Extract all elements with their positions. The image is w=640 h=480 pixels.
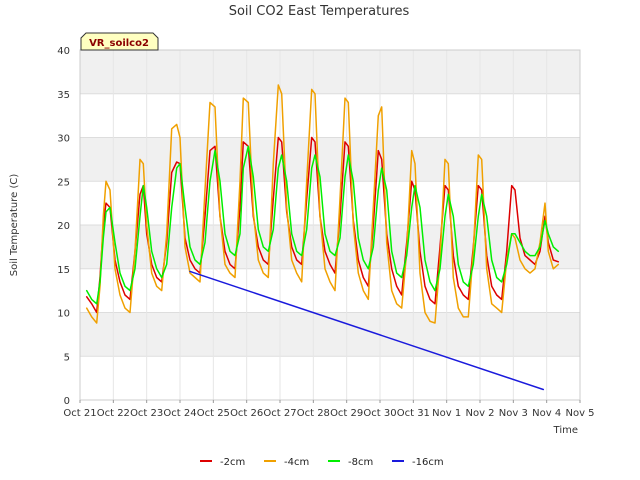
x-tick-label: Nov 2 — [465, 408, 494, 419]
x-tick-label: Oct 25 — [197, 408, 230, 419]
y-tick-label: 10 — [57, 309, 70, 320]
site-badge-label: VR_soilco2 — [89, 38, 149, 49]
x-tick-label: Nov 3 — [499, 408, 528, 419]
y-axis-ticks: 0 5 10 15 20 25 30 35 40 — [57, 46, 70, 407]
x-axis-title: Time — [553, 425, 578, 436]
x-tick-label: Oct 21 — [63, 408, 96, 419]
x-tick-label: Oct 29 — [330, 408, 363, 419]
y-tick-label: 35 — [57, 90, 70, 101]
series-line-4cm — [85, 84, 560, 324]
y-tick-label: 15 — [57, 265, 70, 276]
x-tick-label: Oct 27 — [263, 408, 296, 419]
x-tick-label: Oct 22 — [97, 408, 130, 419]
legend-label: -16cm — [412, 457, 444, 468]
x-tick-label: Oct 28 — [297, 408, 330, 419]
y-tick-label: 0 — [64, 396, 70, 407]
plot-band — [80, 225, 580, 269]
plot-frame — [79, 49, 581, 401]
plot-band — [80, 312, 580, 357]
x-tick-label: Nov 4 — [532, 408, 561, 419]
series-line-16cm — [189, 270, 545, 391]
legend: -2cm -4cm -8cm -16cm — [200, 457, 444, 468]
x-tick-label: Oct 23 — [130, 408, 163, 419]
legend-label: -2cm — [220, 457, 245, 468]
y-axis-title: Soil Temperature (C) — [9, 174, 20, 277]
series-lines — [85, 84, 560, 391]
chart-title: Soil CO2 East Temperatures — [229, 4, 410, 19]
x-tick-label: Nov 5 — [565, 408, 594, 419]
y-tick-label: 5 — [64, 352, 70, 363]
x-tick-label: Oct 24 — [163, 408, 196, 419]
x-tick-label: Oct 31 — [397, 408, 430, 419]
y-tick-label: 30 — [57, 134, 70, 145]
x-tick-label: Nov 1 — [432, 408, 461, 419]
y-tick-label: 25 — [57, 177, 70, 188]
legend-label: -4cm — [284, 457, 309, 468]
y-tick-label: 20 — [57, 221, 70, 232]
y-tick-label: 40 — [57, 46, 70, 57]
x-tick-label: Oct 26 — [230, 408, 263, 419]
series-line-8cm — [85, 145, 560, 305]
plot-band — [80, 50, 580, 94]
site-badge: VR_soilco2 — [80, 32, 159, 51]
plot-background-bands — [80, 50, 580, 357]
legend-label: -8cm — [348, 457, 373, 468]
x-axis-ticks: Oct 21 Oct 22 Oct 23 Oct 24 Oct 25 Oct 26 Oct … — [63, 400, 595, 419]
plot-band — [80, 137, 580, 182]
site-badge-box — [80, 32, 159, 51]
x-tick-label: Oct 30 — [363, 408, 396, 419]
